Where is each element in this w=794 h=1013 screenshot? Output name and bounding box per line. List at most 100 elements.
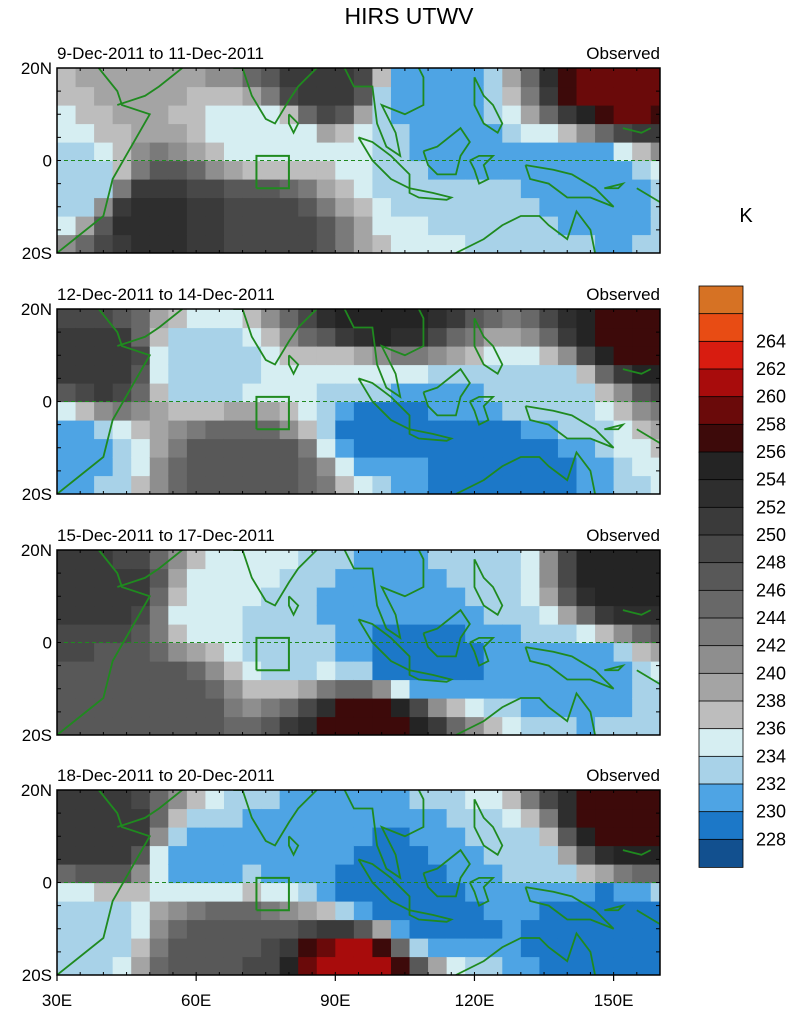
field-cell xyxy=(242,457,262,477)
field-cell xyxy=(335,475,355,494)
colorbar-box xyxy=(698,340,744,370)
field-cell xyxy=(595,309,615,329)
coastline xyxy=(422,608,471,658)
field-cell xyxy=(261,919,281,939)
field-cell xyxy=(316,216,336,236)
field-cell xyxy=(94,105,114,125)
field-cell xyxy=(428,882,448,902)
field-cell xyxy=(149,827,169,847)
coastline xyxy=(343,309,425,399)
field-cell xyxy=(446,568,466,588)
field-cell xyxy=(335,845,355,865)
field-cell xyxy=(520,698,540,718)
field-cell xyxy=(372,327,392,347)
field-cell xyxy=(186,179,207,199)
field-cell xyxy=(316,698,336,718)
field-cell xyxy=(75,716,95,735)
field-cell xyxy=(298,956,318,975)
field-cell xyxy=(57,309,77,329)
field-cell xyxy=(298,86,318,106)
field-cell xyxy=(613,882,633,902)
colorbar-label: 248 xyxy=(756,553,786,573)
field-cell xyxy=(298,234,318,253)
field-cell xyxy=(576,142,596,162)
field-cell xyxy=(595,882,615,902)
field-cell xyxy=(428,475,448,494)
field-cell xyxy=(465,197,485,217)
field-cell xyxy=(94,438,114,458)
field-cell xyxy=(650,216,660,236)
field-cell xyxy=(409,568,429,588)
field-cell xyxy=(353,864,374,884)
field-cell xyxy=(186,624,207,644)
field-cell xyxy=(353,475,374,494)
field-cell xyxy=(520,216,540,236)
field-cell xyxy=(279,364,299,384)
field-cell xyxy=(205,956,225,975)
field-cell xyxy=(428,790,448,810)
field-cell xyxy=(112,160,132,180)
field-cell xyxy=(502,956,522,975)
field-cell xyxy=(75,679,95,699)
field-cell xyxy=(75,86,95,106)
coastline xyxy=(455,450,596,494)
field-cell xyxy=(483,383,503,403)
field-cell xyxy=(112,642,132,662)
field-cell xyxy=(75,919,95,939)
field-cell xyxy=(186,901,207,921)
field-cell xyxy=(149,457,169,477)
field-cell xyxy=(520,401,540,421)
field-cell xyxy=(112,827,132,847)
region-box xyxy=(255,154,290,190)
field-cell xyxy=(465,679,485,699)
field-cell xyxy=(409,309,429,329)
field-cell xyxy=(168,364,188,384)
field-cell xyxy=(335,587,355,607)
field-cell xyxy=(131,327,151,347)
field-cell xyxy=(613,568,633,588)
field-cell xyxy=(316,845,336,865)
field-cell xyxy=(557,457,578,477)
field-cell xyxy=(650,624,660,644)
field-cell xyxy=(557,142,578,162)
field-cell xyxy=(223,142,244,162)
field-cell xyxy=(502,364,522,384)
field-cell xyxy=(390,938,411,958)
field-cell xyxy=(149,160,169,180)
field-cell xyxy=(576,160,596,180)
coastline xyxy=(524,164,615,208)
field-cell xyxy=(205,938,225,958)
field-cell xyxy=(335,179,355,199)
field-cell xyxy=(520,364,540,384)
field-cell xyxy=(446,234,466,253)
field-cell xyxy=(502,383,522,403)
field-cell xyxy=(261,938,281,958)
field-cell xyxy=(131,661,151,681)
field-cell xyxy=(75,901,95,921)
field-cell xyxy=(557,605,578,625)
field-cell xyxy=(316,327,336,347)
field-cell xyxy=(205,475,225,494)
field-cell xyxy=(223,956,244,975)
field-cell xyxy=(613,160,633,180)
field-cell xyxy=(261,550,281,570)
field-cell xyxy=(632,568,652,588)
field-cell xyxy=(298,605,318,625)
field-cell xyxy=(650,882,660,902)
field-cell xyxy=(390,901,411,921)
field-cell xyxy=(112,105,132,125)
field-cell xyxy=(557,661,578,681)
field-cell xyxy=(335,624,355,644)
field-cell xyxy=(632,142,652,162)
field-cell xyxy=(57,86,77,106)
utwv-field xyxy=(57,550,660,735)
field-cell xyxy=(168,160,188,180)
panel-type-label: Observed xyxy=(586,44,660,63)
field-cell xyxy=(650,234,660,253)
field-cell xyxy=(279,938,299,958)
field-cell xyxy=(520,105,540,125)
field-cell xyxy=(613,864,633,884)
field-cell xyxy=(353,86,374,106)
field-cell xyxy=(557,68,578,88)
